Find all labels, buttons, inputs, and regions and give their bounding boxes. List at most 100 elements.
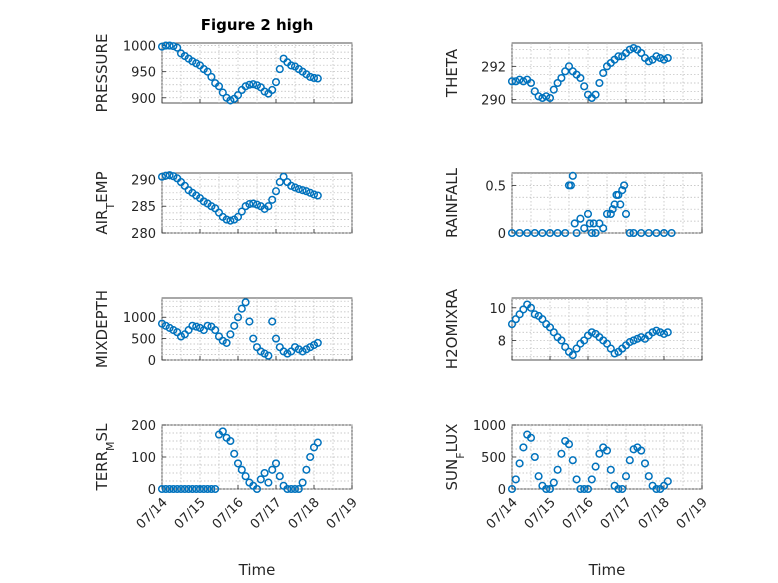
x-tick-label: 07/15: [172, 495, 209, 532]
data-point: [306, 188, 315, 197]
data-point: [549, 85, 558, 94]
data-point: [534, 472, 543, 481]
data-point: [264, 202, 273, 211]
data-point: [271, 334, 281, 343]
data-point: [633, 334, 642, 343]
data-point: [226, 96, 235, 105]
y-tick-label: 500: [131, 333, 156, 348]
subplot-rainfall: 0 0.5 RAINFALL: [443, 167, 703, 242]
data-point: [211, 326, 220, 335]
data-point: [180, 484, 189, 494]
data-point: [564, 62, 574, 71]
data-point: [237, 465, 246, 474]
data-point: [602, 209, 612, 219]
data-point: [545, 93, 555, 103]
data-point: [585, 219, 594, 228]
data-point: [614, 484, 623, 494]
data-point: [553, 78, 562, 88]
data-point: [637, 446, 646, 455]
y-axis-label-part: AIR: [93, 210, 111, 235]
x-tick-label: 07/16: [210, 495, 247, 532]
data-point: [519, 77, 528, 86]
x-tick-label: 07/16: [560, 495, 597, 532]
data-point: [595, 449, 604, 458]
data-point: [538, 315, 547, 324]
data-point: [587, 228, 596, 238]
data-point: [625, 228, 634, 238]
data-point: [313, 338, 322, 347]
data-point: [526, 78, 536, 88]
data-point: [545, 323, 555, 332]
data-point: [576, 73, 585, 83]
data-point: [652, 228, 661, 238]
data-point: [591, 228, 600, 238]
data-point: [629, 43, 638, 53]
data-point: [294, 484, 303, 494]
data-point: [192, 322, 201, 331]
data-point: [663, 477, 672, 486]
y-tick-label: 0: [148, 483, 156, 498]
y-axis-label-part: T: [104, 203, 117, 211]
y-axis-label: AIRTEMP: [93, 171, 117, 234]
data-point: [211, 484, 220, 494]
data-point: [629, 336, 638, 345]
data-point: [566, 181, 575, 190]
data-point: [561, 228, 570, 238]
data-point: [507, 484, 517, 494]
data-point: [279, 172, 288, 181]
data-point: [302, 187, 311, 196]
y-axis-label-part: SUN: [443, 459, 461, 491]
data-point: [580, 82, 589, 91]
data-point: [580, 484, 589, 494]
data-point: [306, 72, 315, 81]
data-point: [659, 55, 669, 64]
data-point: [173, 43, 182, 52]
data-point: [589, 219, 598, 228]
data-point: [233, 212, 243, 221]
data-point: [237, 304, 246, 313]
data-point: [644, 57, 653, 66]
data-point: [169, 42, 178, 51]
data-point: [207, 484, 216, 494]
y-tick-label: 1000: [123, 311, 156, 326]
data-point: [663, 328, 672, 337]
data-point: [530, 310, 539, 319]
data-point: [218, 88, 227, 97]
y-tick-label: 1000: [123, 40, 156, 55]
data-point: [652, 484, 661, 494]
data-point: [222, 338, 231, 347]
y-axis-label: MIXDEPTH: [93, 290, 111, 368]
data-point: [290, 183, 300, 192]
data-point: [507, 77, 517, 86]
data-point: [271, 78, 281, 87]
data-point: [218, 427, 227, 436]
y-axis-label-part: SL: [93, 423, 111, 442]
data-point: [249, 80, 258, 89]
data-point: [542, 484, 551, 494]
data-point: [614, 190, 623, 199]
subplot-pressure: 900 950 1000 PRESSURE: [93, 34, 353, 112]
data-point: [207, 72, 216, 81]
y-tick-label: 0: [148, 354, 156, 369]
data-point: [309, 443, 319, 452]
data-point: [591, 462, 600, 471]
data-point: [526, 303, 536, 312]
data-point: [233, 91, 243, 100]
data-point: [173, 484, 182, 494]
data-point: [608, 205, 617, 214]
y-axis-label-part: F: [454, 452, 467, 458]
data-point: [538, 228, 547, 238]
data-point: [557, 336, 566, 345]
data-point: [591, 90, 600, 99]
data-point: [637, 333, 646, 342]
x-tick-label: 07/18: [286, 495, 323, 532]
data-point: [519, 443, 528, 452]
x-axis-label-left: Time: [238, 561, 276, 579]
data-point: [610, 200, 619, 209]
data-point: [515, 228, 524, 238]
data-point: [195, 484, 205, 494]
data-point: [287, 484, 296, 494]
data-point: [659, 329, 669, 338]
y-tick-label: 292: [481, 60, 506, 75]
data-point: [313, 74, 322, 83]
